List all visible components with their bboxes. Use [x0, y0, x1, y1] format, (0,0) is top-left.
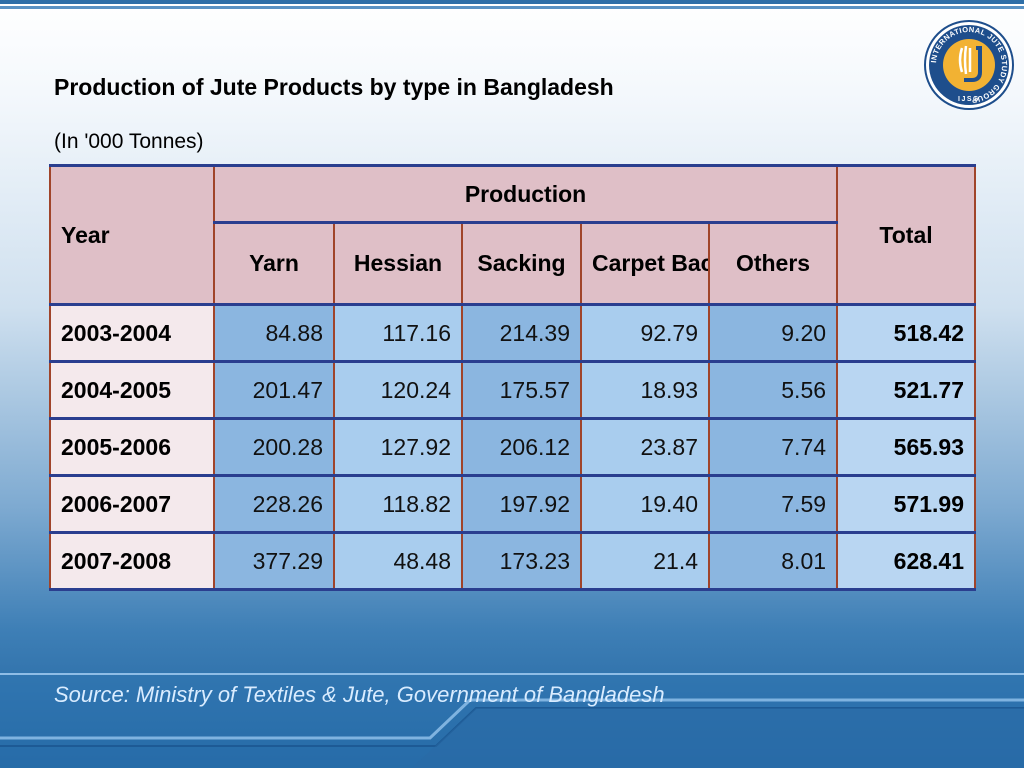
- table-row: 2005-2006 200.28 127.92 206.12 23.87 7.7…: [49, 417, 977, 477]
- value-cell: 206.12: [461, 417, 582, 477]
- value-cell: 18.93: [580, 360, 710, 420]
- source-note: Source: Ministry of Textiles & Jute, Gov…: [54, 682, 665, 707]
- total-cell: 518.42: [836, 303, 977, 363]
- value-cell: 92.79: [580, 303, 710, 363]
- total-cell: 521.77: [836, 360, 977, 420]
- value-cell: 175.57: [461, 360, 582, 420]
- total-cell: 571.99: [836, 474, 977, 534]
- value-cell: 19.40: [580, 474, 710, 534]
- value-cell: 173.23: [461, 531, 582, 591]
- year-cell: 2003-2004: [49, 303, 215, 363]
- year-cell: 2006-2007: [49, 474, 215, 534]
- value-cell: 201.47: [213, 360, 335, 420]
- column-header-carpet-backing: Carpet Backing: [580, 221, 710, 306]
- slide-title: Production of Jute Products by type in B…: [54, 74, 614, 100]
- value-cell: 7.74: [707, 417, 839, 477]
- ijsg-logo-icon: INTERNATIONAL JUTE STUDY GROUP IJSG: [924, 20, 1014, 110]
- production-header: Production: [212, 164, 839, 224]
- value-cell: 120.24: [333, 360, 463, 420]
- value-cell: 8.01: [707, 531, 839, 591]
- table-row: 2003-2004 84.88 117.16 214.39 92.79 9.20…: [49, 303, 977, 363]
- value-cell: 377.29: [213, 531, 335, 591]
- value-cell: 200.28: [213, 417, 335, 477]
- table-header-row: Year Production Total: [49, 164, 977, 306]
- value-cell: 9.20: [707, 303, 839, 363]
- column-header-others: Others: [707, 221, 839, 306]
- value-cell: 228.26: [213, 474, 335, 534]
- table-row: 2006-2007 228.26 118.82 197.92 19.40 7.5…: [49, 474, 977, 534]
- total-header: Total: [836, 164, 977, 306]
- value-cell: 117.16: [333, 303, 463, 363]
- column-header-hessian: Hessian: [333, 221, 463, 306]
- production-table: Year Production Total Yarn Hessian Sacki…: [49, 164, 977, 591]
- value-cell: 5.56: [707, 360, 839, 420]
- year-cell: 2007-2008: [49, 531, 215, 591]
- total-cell: 628.41: [836, 531, 977, 591]
- total-cell: 565.93: [836, 417, 977, 477]
- value-cell: 214.39: [461, 303, 582, 363]
- year-header: Year: [49, 164, 215, 306]
- table-subheader-row: Yarn Hessian Sacking Carpet Backing Othe…: [50, 221, 975, 306]
- table-row: 2004-2005 201.47 120.24 175.57 18.93 5.5…: [49, 360, 977, 420]
- value-cell: 197.92: [461, 474, 582, 534]
- year-cell: 2004-2005: [49, 360, 215, 420]
- bottom-decorative-band: [0, 672, 1024, 768]
- value-cell: 84.88: [213, 303, 335, 363]
- logo-abbreviation: IJSG: [958, 96, 980, 103]
- year-cell: 2005-2006: [49, 417, 215, 477]
- value-cell: 23.87: [580, 417, 710, 477]
- value-cell: 7.59: [707, 474, 839, 534]
- value-cell: 21.4: [580, 531, 710, 591]
- value-cell: 127.92: [333, 417, 463, 477]
- column-header-sacking: Sacking: [461, 221, 582, 306]
- table-row: 2007-2008 377.29 48.48 173.23 21.4 8.01 …: [49, 531, 977, 591]
- column-header-yarn: Yarn: [213, 221, 335, 306]
- slide-subtitle: (In '000 Tonnes): [54, 130, 204, 153]
- value-cell: 48.48: [333, 531, 463, 591]
- value-cell: 118.82: [333, 474, 463, 534]
- top-decorative-bar: [0, 0, 1024, 9]
